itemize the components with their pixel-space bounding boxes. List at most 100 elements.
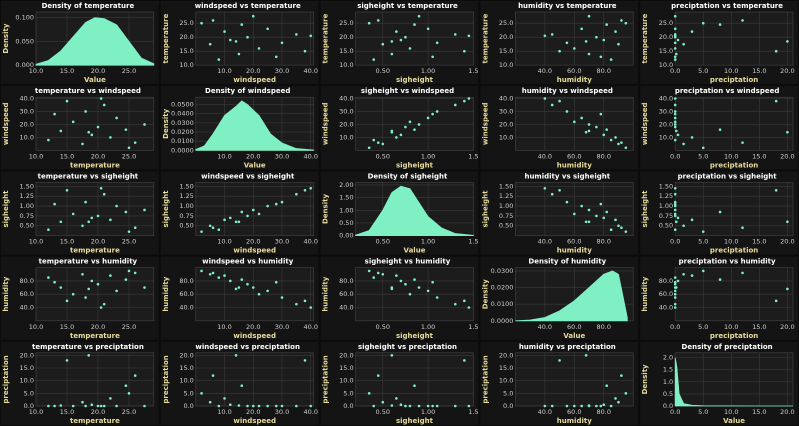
scatter-point (81, 224, 84, 228)
y-tick-label: 40.0 (20, 304, 34, 312)
scatter-point (367, 146, 371, 150)
scatter-point (614, 136, 617, 139)
scatter-point (673, 116, 677, 120)
scatter-point (87, 354, 90, 357)
x-tick-label: 10.0 (217, 238, 231, 246)
scatter-point (246, 214, 249, 218)
panel: windspeed vs humidity windspeed humidity 10… (160, 256, 319, 340)
scatter-point (228, 403, 232, 407)
scatter-point (223, 218, 226, 222)
scatter-point (690, 218, 694, 222)
scatter-point (426, 404, 430, 408)
panel-title: sigheight vs humidity (365, 258, 451, 266)
y-tick-label: 0.75 (659, 212, 673, 220)
scatter-point (431, 404, 434, 408)
x-axis-label: windspeed (233, 332, 276, 340)
x-tick-label: 1.5 (468, 408, 478, 416)
x-tick-label: 0.50 (376, 408, 390, 416)
scatter-point (565, 404, 569, 408)
scatter-point (587, 404, 591, 408)
scatter-point (573, 47, 576, 50)
y-tick-label: 60.0 (20, 290, 34, 298)
panel: preciptation vs sigheight preciptation sig… (640, 171, 798, 255)
x-tick-label: 20.0 (246, 323, 260, 331)
scatter-point (673, 302, 677, 306)
scatter-point (127, 269, 131, 273)
scatter-point (609, 228, 613, 231)
panel: Density of windspeed Value Density 10.0 20.0… (160, 86, 319, 170)
y-tick-label: 10.0 (20, 133, 34, 141)
density-area (35, 17, 155, 66)
scatter-point (59, 286, 63, 289)
scatter-point (617, 142, 620, 146)
scatter-point (208, 400, 212, 404)
scatter-point (617, 400, 620, 404)
scatter-point (413, 278, 416, 281)
y-tick-label: 15.0 (179, 364, 193, 372)
scatter-point (47, 138, 50, 142)
x-tick-label: 0.0 (670, 67, 680, 75)
x-tick-label: 10.0 (217, 323, 231, 331)
y-tick-label: 10.0 (339, 133, 353, 141)
scatter-point (609, 58, 613, 61)
scatter-point (408, 47, 412, 50)
scatter-point (550, 404, 554, 408)
scatter-point (367, 269, 371, 273)
scatter-point (309, 306, 313, 309)
scatter-point (676, 279, 680, 283)
x-tick-label: 15.0 (60, 238, 74, 246)
scatter-point (673, 204, 677, 208)
scatter-point (223, 397, 226, 400)
scatter-point (417, 14, 421, 18)
scatter-point (251, 14, 255, 18)
scatter-point (251, 208, 255, 212)
scatter-point (690, 30, 694, 33)
scatter-point (620, 141, 623, 144)
scatter-point (605, 384, 608, 388)
scatter-point (257, 47, 261, 50)
scatter-point (59, 220, 63, 224)
scatter-point (71, 292, 75, 296)
x-tick-label: 0.0 (670, 323, 680, 331)
scatter-point (617, 42, 620, 46)
scatter-point (595, 404, 598, 408)
y-tick-label: 0.50 (499, 222, 513, 230)
plot-area (35, 182, 155, 236)
panel-title: windspeed vs humidity (202, 258, 294, 266)
scatter-point (718, 128, 722, 131)
x-tick-label: 1.00 (421, 323, 435, 331)
scatter-point (617, 224, 620, 228)
scatter-point (595, 214, 598, 218)
plot-area (355, 96, 474, 151)
scatter-point (605, 23, 608, 26)
density-area (674, 357, 794, 407)
scatter-point (673, 103, 677, 107)
scatter-point (217, 404, 221, 408)
scatter-point (673, 292, 677, 296)
scatter-point (614, 397, 617, 400)
y-axis-label: temperature (162, 13, 170, 63)
y-tick-label: 10.0 (499, 133, 513, 141)
scatter-point (673, 228, 677, 231)
scatter-point (673, 41, 677, 45)
scatter-point (127, 146, 131, 150)
scatter-point (431, 55, 434, 59)
y-axis-label: humidity (322, 276, 330, 311)
y-tick-label: 1.00 (659, 202, 673, 210)
scatter-point (399, 38, 403, 42)
y-axis-label: windspeed (481, 103, 489, 146)
scatter-point (228, 38, 232, 42)
scatter-point (211, 19, 215, 22)
x-tick-label: 20.0 (246, 238, 260, 246)
x-tick-label: 5.0 (698, 323, 708, 331)
scatter-point (426, 27, 430, 31)
x-tick-label: 20.0 (91, 67, 105, 75)
scatter-point (257, 404, 261, 408)
scatter-point (675, 129, 678, 133)
scatter-point (673, 27, 677, 31)
scatter-point (558, 49, 561, 53)
scatter-point (208, 224, 212, 228)
y-tick-label: 1.25 (499, 192, 513, 200)
y-tick-label: 15.0 (339, 47, 353, 55)
x-tick-label: 20.0 (246, 408, 260, 416)
